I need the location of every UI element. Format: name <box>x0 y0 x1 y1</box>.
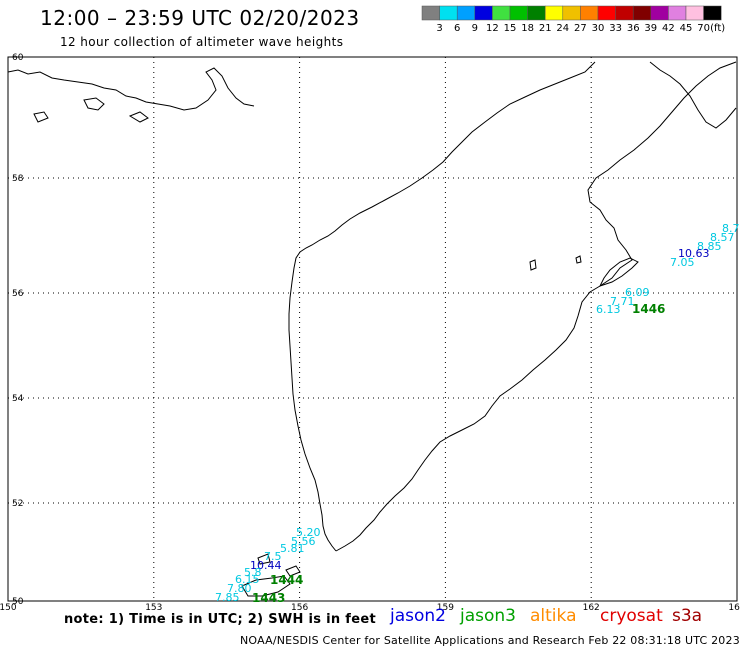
legend-label: 70 <box>697 23 710 34</box>
wave-height-label: 10.44 <box>250 559 282 572</box>
pass-number-label: 1446 <box>632 302 665 316</box>
wave-height-label: 7.80 <box>227 582 252 595</box>
map-subtitle: 12 hour collection of altimeter wave hei… <box>60 35 344 49</box>
legend-label: 15 <box>504 23 517 34</box>
map-frame <box>7 56 738 602</box>
map-title: 12:00 – 23:59 UTC 02/20/2023 <box>40 6 360 30</box>
pass-number-label: 1443 <box>252 591 285 605</box>
wave-height-label: 7.71 <box>610 295 635 308</box>
satellite-jason2: jason2 <box>390 606 446 626</box>
latitude-label: 50 <box>12 597 24 607</box>
coastline-peninsula <box>599 257 639 287</box>
wave-height-label: 6.09 <box>625 286 650 299</box>
lat-lon-grid <box>8 57 737 601</box>
legend-swatch <box>474 5 493 21</box>
legend-label: 21 <box>539 23 552 34</box>
legend-swatch <box>597 5 616 21</box>
legend-swatch <box>668 5 687 21</box>
island-north-2 <box>33 111 49 123</box>
footnote: note: 1) Time is in UTC; 2) SWH is in fe… <box>64 612 376 627</box>
legend-swatch <box>544 5 564 21</box>
wave-height-observations: 5.205.565.817.510.445.86.157.807.85 1443 1… <box>215 222 740 605</box>
legend-swatch <box>703 5 722 21</box>
longitude-label: 156 <box>291 603 308 613</box>
legend-swatch <box>492 5 511 21</box>
legend-label: 42 <box>662 23 675 34</box>
latitude-label: 54 <box>12 394 24 404</box>
latitude-labels: 60 58 56 54 52 50 <box>12 53 24 607</box>
longitude-label: 165 <box>728 603 740 613</box>
longitude-label: 153 <box>145 603 162 613</box>
coastline-north-okhotsk <box>7 67 255 111</box>
legend-swatch <box>421 5 440 21</box>
footer-credit: NOAA/NESDIS Center for Satellite Applica… <box>240 634 740 647</box>
island-east-2 <box>575 255 582 264</box>
legend-swatch <box>650 5 669 21</box>
legend-swatch <box>456 5 476 21</box>
island-kuril-2 <box>241 575 291 597</box>
longitude-label: 159 <box>437 603 454 613</box>
wave-height-label: 6.13 <box>596 303 621 316</box>
satellite-jason3: jason3 <box>460 606 516 626</box>
wave-height-label: 7.85 <box>215 591 240 604</box>
latitude-label: 52 <box>12 499 23 509</box>
island-kuril-3 <box>285 565 301 577</box>
longitude-label: 162 <box>583 603 600 613</box>
legend-swatch <box>685 5 704 21</box>
wave-height-label: 8.57 <box>710 231 735 244</box>
wave-height-label: 5.8 <box>244 566 262 579</box>
legend-label: 9 <box>472 23 478 34</box>
legend-label: 3 <box>436 23 442 34</box>
legend-label: 24 <box>556 23 569 34</box>
legend-swatch <box>632 5 652 21</box>
latitude-label: 60 <box>12 53 24 63</box>
coastline-kamchatka-east <box>335 61 737 552</box>
legend-unit: (ft) <box>710 23 725 34</box>
legend-label: 45 <box>680 23 693 34</box>
legend-label: 33 <box>609 23 622 34</box>
latitude-label: 56 <box>12 289 24 299</box>
wave-height-label: 7.5 <box>264 550 282 563</box>
coastline-northeast <box>649 61 737 129</box>
coastline-kamchatka-west <box>288 61 596 552</box>
longitude-labels: 150 153 156 159 162 165 <box>0 603 740 613</box>
island-east-1 <box>529 259 537 271</box>
latitude-label: 58 <box>12 174 24 184</box>
legend-label: 30 <box>592 23 605 34</box>
wave-height-label: 5.56 <box>291 535 316 548</box>
legend-swatch <box>562 5 581 21</box>
island-north-3 <box>128 111 149 123</box>
legend-swatch <box>615 5 634 21</box>
wave-height-label: 8.85 <box>697 240 722 253</box>
legend-swatch <box>580 5 599 21</box>
wave-height-label: 5.20 <box>296 526 321 539</box>
pass-number-label: 1444 <box>270 573 303 587</box>
longitude-label: 150 <box>0 603 17 613</box>
wave-height-label: 10.63 <box>678 247 710 260</box>
satellite-s3a: s3a <box>672 606 703 626</box>
satellite-altika: altika <box>530 606 577 626</box>
legend-swatch <box>439 5 458 21</box>
legend-label: 12 <box>486 23 499 34</box>
legend-swatch <box>509 5 528 21</box>
wave-height-label: 8.7 <box>722 222 740 235</box>
satellite-cryosat: cryosat <box>600 606 663 626</box>
island-north-1 <box>83 97 105 111</box>
island-kuril-1 <box>257 553 271 565</box>
wave-height-label: 5.81 <box>280 542 305 555</box>
legend-label: 39 <box>644 23 657 34</box>
wave-height-label: 6.15 <box>235 573 260 586</box>
legend-label: 18 <box>521 23 534 34</box>
legend-label: 27 <box>574 23 587 34</box>
legend-swatch <box>527 5 546 21</box>
legend-label: 36 <box>627 23 640 34</box>
legend-label: 6 <box>454 23 460 34</box>
wave-height-label: 7.05 <box>670 256 695 269</box>
color-legend: 3 6 9 12 15 18 21 24 27 30 33 36 39 42 45 70 (ft) <box>421 5 725 34</box>
